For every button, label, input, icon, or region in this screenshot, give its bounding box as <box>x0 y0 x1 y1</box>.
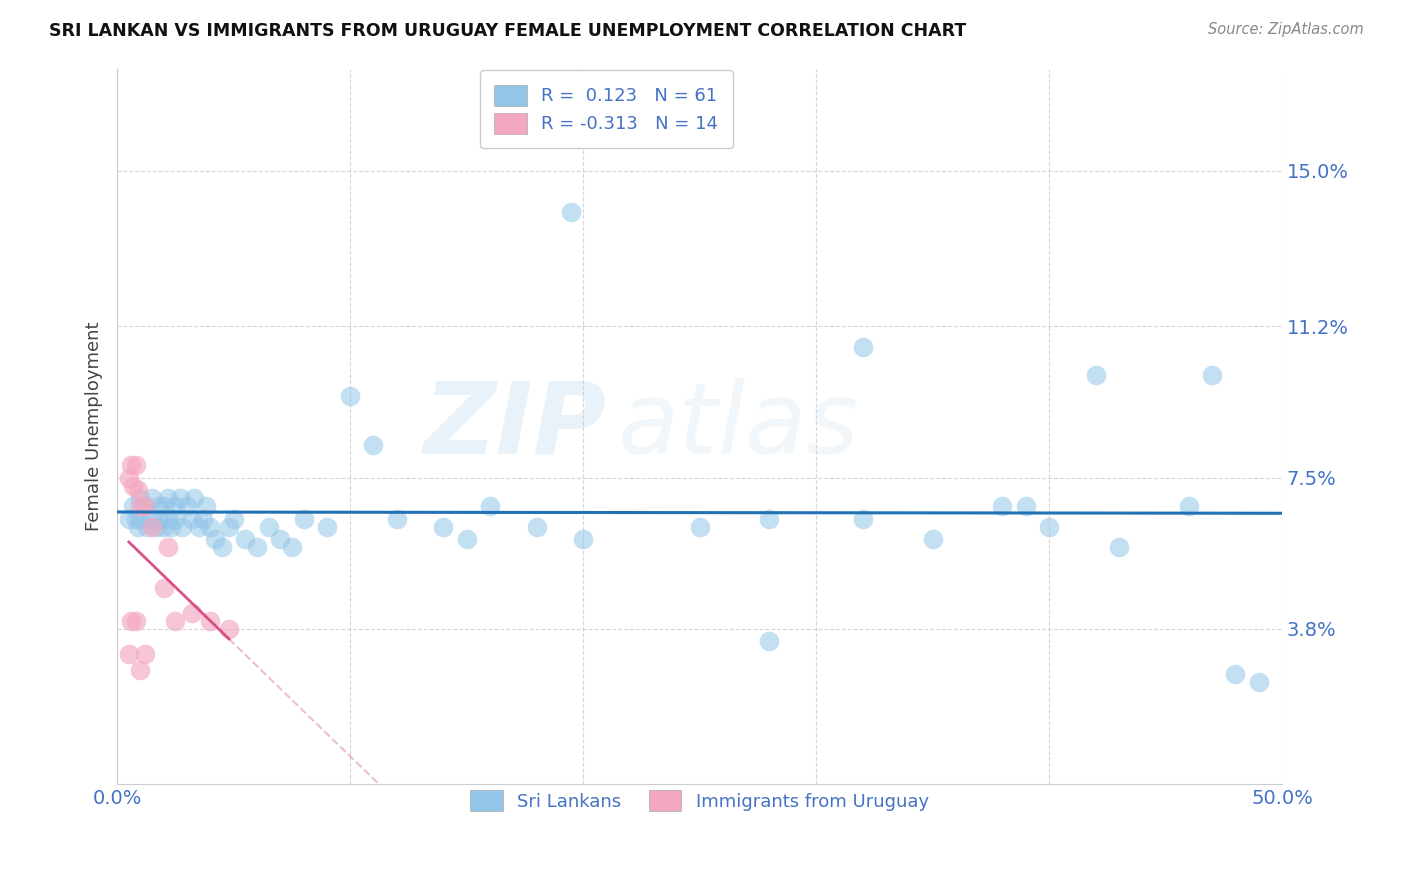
Point <box>165 500 187 514</box>
Point <box>269 532 291 546</box>
Point <box>127 519 149 533</box>
Point <box>921 532 943 546</box>
Point <box>152 519 174 533</box>
Point <box>852 340 875 354</box>
Point <box>129 491 152 505</box>
Point <box>122 500 145 514</box>
Point <box>200 519 222 533</box>
Point <box>1225 667 1247 681</box>
Point <box>1084 368 1107 383</box>
Point <box>991 500 1014 514</box>
Point <box>187 519 209 533</box>
Point <box>363 438 385 452</box>
Point <box>122 479 145 493</box>
Point <box>183 491 205 505</box>
Point <box>211 540 233 554</box>
Point <box>292 511 315 525</box>
Point <box>193 511 215 525</box>
Point <box>118 511 141 525</box>
Text: Source: ZipAtlas.com: Source: ZipAtlas.com <box>1208 22 1364 37</box>
Point <box>118 470 141 484</box>
Text: atlas: atlas <box>619 378 859 475</box>
Point <box>118 647 141 661</box>
Point <box>129 500 152 514</box>
Point <box>152 581 174 595</box>
Point <box>180 606 202 620</box>
Point <box>1178 500 1201 514</box>
Point <box>134 500 156 514</box>
Point <box>432 519 454 533</box>
Point <box>148 500 170 514</box>
Point <box>176 500 198 514</box>
Point <box>134 500 156 514</box>
Point <box>152 500 174 514</box>
Point <box>204 532 226 546</box>
Text: SRI LANKAN VS IMMIGRANTS FROM URUGUAY FEMALE UNEMPLOYMENT CORRELATION CHART: SRI LANKAN VS IMMIGRANTS FROM URUGUAY FE… <box>49 22 966 40</box>
Point <box>120 614 142 628</box>
Point <box>758 634 780 648</box>
Point <box>572 532 595 546</box>
Point <box>141 511 163 525</box>
Point <box>339 389 361 403</box>
Point <box>134 647 156 661</box>
Point <box>157 540 180 554</box>
Point <box>136 519 159 533</box>
Point <box>560 204 582 219</box>
Point <box>315 519 337 533</box>
Point <box>148 511 170 525</box>
Point <box>120 458 142 473</box>
Point <box>169 491 191 505</box>
Point <box>125 458 148 473</box>
Point <box>1038 519 1060 533</box>
Point <box>218 622 240 636</box>
Point <box>1247 675 1270 690</box>
Point <box>157 491 180 505</box>
Point <box>159 519 181 533</box>
Y-axis label: Female Unemployment: Female Unemployment <box>86 322 103 532</box>
Text: ZIP: ZIP <box>423 378 606 475</box>
Point <box>200 614 222 628</box>
Point <box>194 500 217 514</box>
Point <box>222 511 245 525</box>
Point <box>127 483 149 497</box>
Point <box>1015 500 1038 514</box>
Point <box>281 540 304 554</box>
Point <box>180 511 202 525</box>
Point <box>218 519 240 533</box>
Point <box>129 663 152 677</box>
Point <box>125 511 148 525</box>
Point <box>1108 540 1130 554</box>
Point <box>1201 368 1223 383</box>
Point <box>146 519 169 533</box>
Point <box>165 511 187 525</box>
Point <box>758 511 780 525</box>
Point <box>141 491 163 505</box>
Point <box>456 532 478 546</box>
Point <box>125 614 148 628</box>
Point <box>689 519 711 533</box>
Point <box>526 519 548 533</box>
Point <box>233 532 256 546</box>
Point <box>385 511 408 525</box>
Point <box>129 511 152 525</box>
Point <box>157 511 180 525</box>
Point <box>478 500 501 514</box>
Point <box>257 519 280 533</box>
Point <box>141 519 163 533</box>
Point <box>246 540 269 554</box>
Point <box>852 511 875 525</box>
Legend: Sri Lankans, Immigrants from Uruguay: Sri Lankans, Immigrants from Uruguay <box>456 776 943 825</box>
Point <box>165 614 187 628</box>
Point <box>172 519 194 533</box>
